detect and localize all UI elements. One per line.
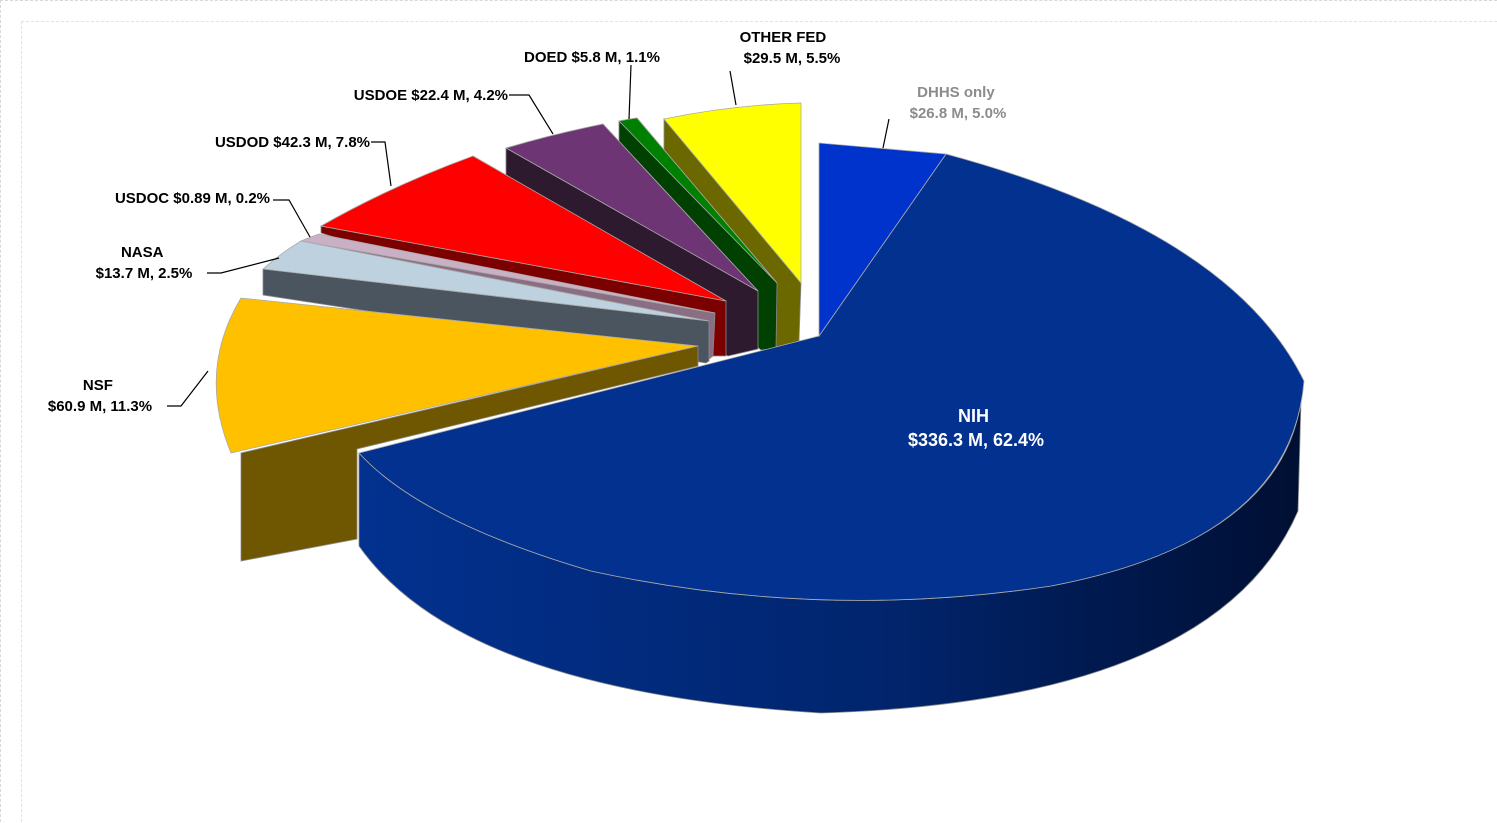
label-doed: DOED $5.8 M, 1.1%: [524, 49, 660, 66]
leader-line-dhhs-only: [882, 118, 890, 149]
label-nih-line1: NIH: [958, 406, 989, 426]
label-nsf-line2: $60.9 M, 11.3%: [48, 398, 152, 415]
label-dhhs-only-line2: $26.8 M, 5.0%: [910, 105, 1007, 122]
label-usdoe: USDOE $22.4 M, 4.2%: [354, 87, 508, 104]
leader-line-usdoe: [509, 94, 554, 135]
label-nih-line2: $336.3 M, 62.4%: [908, 430, 1044, 450]
label-nasa-line2: $13.7 M, 2.5%: [96, 265, 193, 282]
leader-line-usdoc: [273, 199, 311, 238]
label-nsf-line1: NSF: [83, 377, 113, 394]
label-dhhs-only: DHHS only $26.8 M, 5.0%: [910, 84, 1007, 122]
leader-line-usdod: [371, 141, 392, 187]
slice-usdod: [319, 155, 727, 302]
label-usdod-line1: USDOD $42.3 M, 7.8%: [215, 134, 370, 151]
leader-line-nasa: [207, 257, 280, 274]
slice-other-fed: [663, 102, 802, 285]
label-other-fed-line1: OTHER FED: [740, 29, 827, 46]
label-usdoc: USDOC $0.89 M, 0.2%: [115, 190, 270, 207]
leader-line-other-fed: [729, 70, 737, 106]
slice-dhhs-only: [818, 142, 947, 338]
leader-line-nsf: [167, 370, 209, 407]
slice-usdoc: [299, 233, 716, 314]
slice-doed: [618, 117, 778, 284]
label-usdod: USDOD $42.3 M, 7.8%: [215, 134, 370, 151]
slice-nsf: [215, 297, 699, 454]
slice-usdoe: [504, 123, 759, 292]
label-usdoc-line1: USDOC $0.89 M, 0.2%: [115, 190, 270, 207]
label-doed-line1: DOED $5.8 M, 1.1%: [524, 49, 660, 66]
label-nih: NIH $336.3 M, 62.4%: [908, 406, 1044, 450]
label-other-fed-line2: $29.5 M, 5.5%: [744, 50, 841, 67]
label-nasa: NASA $13.7 M, 2.5%: [96, 244, 193, 282]
label-nsf: NSF $60.9 M, 11.3%: [48, 377, 152, 415]
leader-line-doed: [628, 64, 632, 120]
label-nasa-line1: NASA: [121, 244, 164, 261]
slice-nih: [358, 153, 1305, 601]
label-usdoe-line1: USDOE $22.4 M, 4.2%: [354, 87, 508, 104]
label-other-fed: OTHER FED $29.5 M, 5.5%: [740, 29, 841, 67]
label-dhhs-only-line1: DHHS only: [917, 84, 995, 101]
